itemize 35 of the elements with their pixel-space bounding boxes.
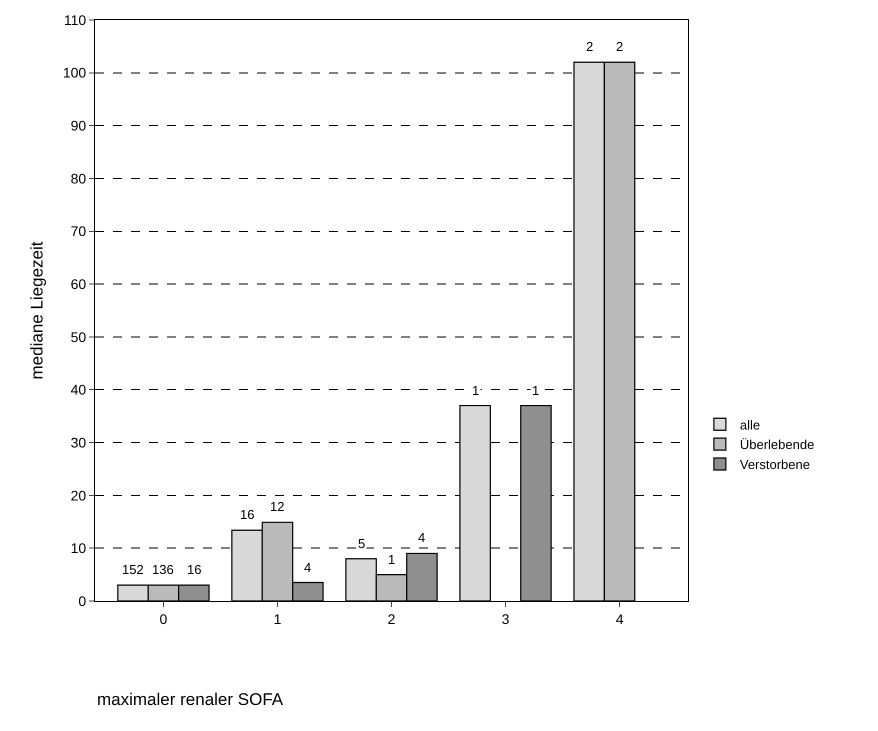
annotation: 5 — [358, 536, 366, 551]
annotation: 4 — [304, 560, 312, 575]
y-tick-label: 50 — [70, 328, 86, 345]
annotation: 136 — [152, 562, 174, 577]
annotation: 1 — [388, 552, 396, 567]
x-tick-label: 2 — [388, 610, 396, 627]
y-tick-label: 40 — [70, 382, 86, 398]
y-tick-label: 100 — [62, 64, 86, 81]
annotation: 12 — [270, 499, 284, 514]
annotation: 2 — [586, 39, 594, 54]
annotation: 16 — [187, 562, 202, 577]
annotation: 4 — [418, 530, 426, 545]
y-tick-label: 80 — [70, 170, 86, 186]
y-tick-label: 0 — [78, 592, 86, 609]
x-tick-label: 3 — [502, 610, 510, 627]
annotation: 152 — [122, 562, 144, 577]
x-axis-title: maximaler renaler SOFA — [97, 690, 284, 709]
y-tick-label: 10 — [70, 540, 86, 556]
annotation: 16 — [240, 507, 254, 522]
y-tick-label: 90 — [70, 118, 86, 134]
annotation: 1 — [532, 383, 540, 398]
y-tick-label: 20 — [70, 487, 86, 504]
y-tick-label: 70 — [70, 223, 86, 240]
x-tick-label: 0 — [160, 610, 168, 627]
annotation: 1 — [472, 383, 480, 398]
legend-label: Überlebende — [740, 437, 814, 452]
x-tick-label: 4 — [616, 610, 624, 627]
y-tick-label: 60 — [70, 276, 86, 292]
x-tick-label: 1 — [274, 610, 282, 627]
y-tick-label: 30 — [70, 434, 86, 450]
y-tick-label: 110 — [64, 12, 86, 28]
y-axis-title: mediane Liegezeit — [27, 241, 46, 380]
legend-label: Verstorbene — [740, 457, 810, 472]
annotation: 2 — [616, 39, 624, 54]
legend-label: alle — [740, 417, 760, 432]
